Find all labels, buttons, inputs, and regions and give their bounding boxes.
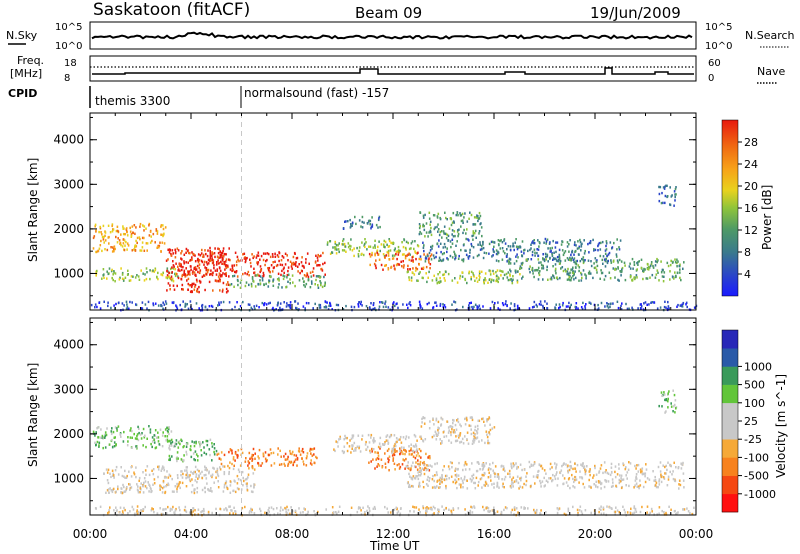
- power-patch-8: [419, 237, 622, 263]
- velocity-ylabel: Slant Range [km]: [26, 363, 40, 467]
- y-tick-label: 1000: [53, 471, 84, 485]
- freq-label-2: [MHz]: [10, 67, 42, 80]
- nsearch-top-tick: 10^5: [705, 22, 732, 33]
- velocity-patch-4: [368, 447, 431, 472]
- y-tick-label: 2000: [53, 427, 84, 441]
- y-tick-label: 4000: [53, 133, 84, 147]
- date-title: 19/Jun/2009: [590, 4, 681, 22]
- freq-panel: [89, 55, 697, 82]
- power-marks: [90, 113, 698, 312]
- velocity-colorbar-tick: 25: [744, 415, 758, 428]
- power-patch-7: [406, 269, 521, 285]
- power-colorbar-tick: 12: [744, 224, 758, 237]
- cpid-mode-2: normalsound (fast) -157: [244, 86, 389, 100]
- power-colorbar-label: Power [dB]: [760, 185, 774, 250]
- power-patch-4: [229, 273, 326, 289]
- power-patch-0: [92, 222, 167, 254]
- x-tick-label: 08:00: [275, 527, 310, 541]
- x-tick-label: 00:00: [73, 527, 108, 541]
- velocity-marks: [92, 318, 695, 517]
- x-tick-label: 20:00: [578, 527, 613, 541]
- nsky-top-tick: 10^5: [55, 22, 82, 33]
- power-colorbar-tick: 8: [744, 246, 751, 259]
- power-patch-9: [507, 257, 685, 283]
- velocity-patch-1: [168, 438, 218, 463]
- velocity-patch-6: [405, 460, 685, 490]
- velocity-patch-7: [419, 416, 496, 445]
- velocity-colorbar: -1000 -500 -100 -25 25 100 500 1000: [721, 329, 776, 513]
- nsearch-bottom-tick: 10^0: [705, 41, 732, 52]
- power-colorbar-tick: 28: [744, 136, 758, 149]
- power-patch-12: [658, 184, 677, 207]
- x-tick-label: 12:00: [376, 527, 411, 541]
- beam-title: Beam 09: [355, 4, 422, 22]
- velocity-colorbar-tick: 1000: [744, 360, 772, 373]
- velocity-colorbar-tick: -1000: [744, 488, 776, 501]
- nsearch-label: N.Search: [745, 29, 795, 42]
- y-tick-label: 1000: [53, 266, 84, 280]
- y-tick-label: 3000: [53, 382, 84, 396]
- velocity-patch-2: [103, 465, 256, 495]
- nsky-bottom-tick: 10^0: [55, 41, 82, 52]
- velocity-colorbar-tick: -25: [744, 433, 762, 446]
- x-tick-label: 04:00: [174, 527, 209, 541]
- nsky-panel: [89, 21, 697, 50]
- velocity-colorbar-label: Velocity [m s^-1]: [774, 374, 788, 478]
- velocity-colorbar-tick: 100: [744, 397, 765, 410]
- power-colorbar: 4 8 12 16 20 24 28: [721, 119, 758, 297]
- power-colorbar-tick: 20: [744, 180, 758, 193]
- power-ylabel: Slant Range [km]: [26, 158, 40, 262]
- x-axis-label: Time UT: [369, 539, 420, 553]
- power-colorbar-tick: 16: [744, 202, 758, 215]
- nave-top-tick: 60: [708, 58, 721, 69]
- velocity-patch-5: [333, 433, 418, 455]
- cpid-label: CPID: [8, 87, 37, 100]
- velocity-colorbar-tick: -500: [744, 470, 769, 483]
- power-patch-11: [418, 211, 483, 240]
- y-tick-label: 4000: [53, 338, 84, 352]
- velocity-patch-3: [216, 447, 318, 468]
- station-title: Saskatoon (fitACF): [93, 0, 250, 20]
- power-panel: 1000 2000 3000 4000: [53, 112, 698, 312]
- power-patch-5: [326, 238, 420, 258]
- power-colorbar-tick: 24: [744, 158, 758, 171]
- nave-bottom-tick: 0: [708, 73, 714, 84]
- freq-top-tick: 18: [64, 58, 77, 69]
- power-patch-2: [165, 246, 230, 294]
- nave-label: Nave: [757, 65, 785, 78]
- velocity-axis: 00:00 04:00 08:00 12:00 16:00 20:00 00:00 1000 2…: [53, 318, 713, 541]
- power-colorbar-tick: 4: [744, 268, 751, 281]
- freq-label-1: Freq.: [17, 54, 44, 67]
- x-tick-label: 16:00: [477, 527, 512, 541]
- velocity-colorbar-tick: 500: [744, 379, 765, 392]
- power-patch-10: [342, 215, 381, 230]
- velocity-colorbar-tick: -100: [744, 451, 769, 464]
- velocity-patch-8: [658, 389, 678, 414]
- velocity-panel: 00:00 04:00 08:00 12:00 16:00 20:00 00:00 1000 2…: [53, 317, 713, 541]
- velocity-patch-0: [92, 425, 173, 450]
- y-tick-label: 2000: [53, 222, 84, 236]
- power-axis: 1000 2000 3000 4000: [53, 113, 697, 310]
- power-patch-1: [95, 267, 179, 283]
- y-tick-label: 3000: [53, 177, 84, 191]
- cpid-mode-1: themis 3300: [95, 94, 170, 108]
- freq-bottom-tick: 8: [64, 73, 70, 84]
- x-tick-label: 00:00: [679, 527, 714, 541]
- power-patch-6: [368, 251, 433, 271]
- nsky-label: N.Sky: [6, 29, 38, 42]
